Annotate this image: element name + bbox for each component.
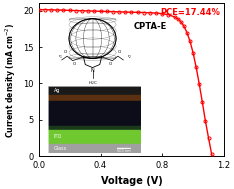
- Text: CPTA-E: CPTA-E: [133, 22, 167, 31]
- Text: PCE=17.44%: PCE=17.44%: [160, 8, 220, 17]
- X-axis label: Voltage (V): Voltage (V): [100, 176, 162, 186]
- Y-axis label: Current density (mA cm$^{-2}$): Current density (mA cm$^{-2}$): [4, 22, 18, 138]
